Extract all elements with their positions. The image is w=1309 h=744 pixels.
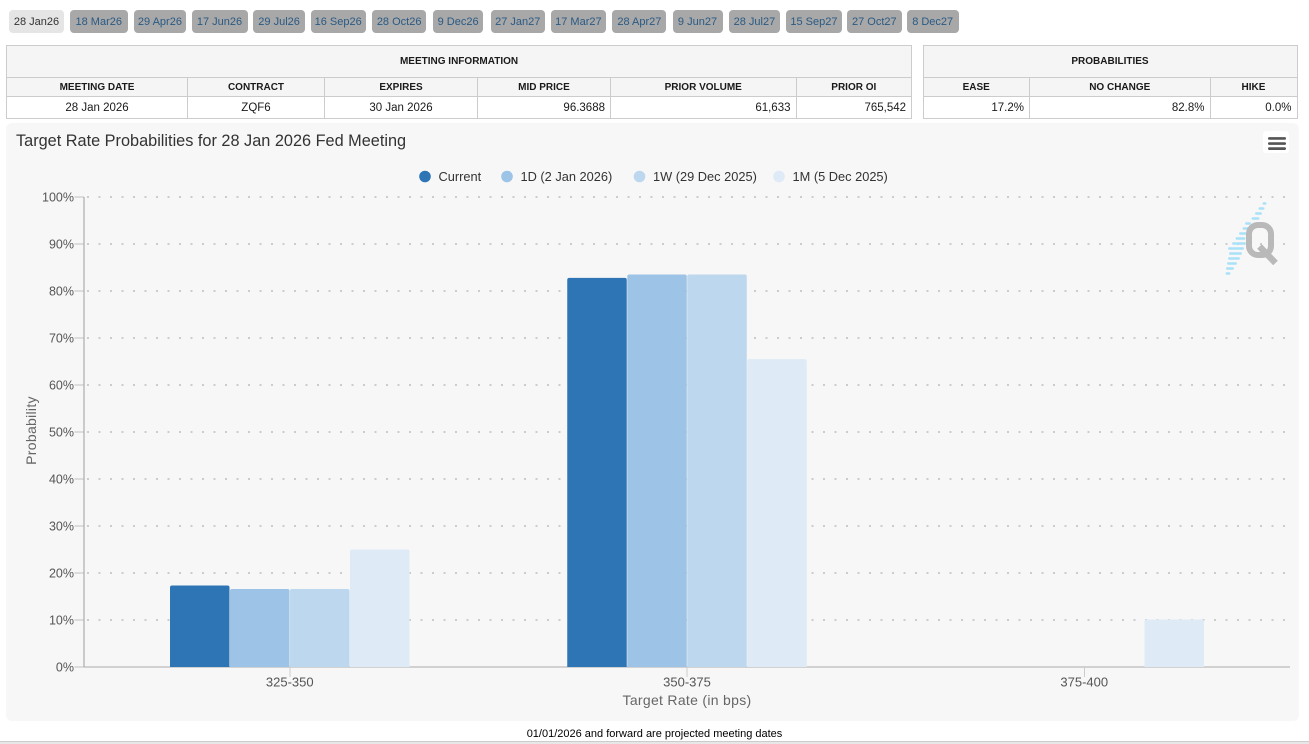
svg-text:80%: 80% [49,285,74,299]
svg-text:90%: 90% [49,238,74,252]
svg-text:Current: Current [439,169,482,184]
svg-text:60%: 60% [49,379,74,393]
svg-text:0%: 0% [56,661,74,675]
svg-text:375-400: 375-400 [1060,675,1108,690]
svg-text:1M (5 Dec 2025): 1M (5 Dec 2025) [793,169,888,184]
svg-text:Target Rate Probabilities for: Target Rate Probabilities for 28 Jan 202… [16,132,406,150]
svg-text:350-375: 350-375 [663,675,711,690]
svg-text:325-350: 325-350 [266,675,314,690]
svg-text:100%: 100% [42,191,74,205]
svg-text:50%: 50% [49,426,74,440]
svg-text:20%: 20% [49,567,74,581]
svg-text:40%: 40% [49,473,74,487]
svg-text:Probability: Probability [23,396,39,465]
svg-text:70%: 70% [49,332,74,346]
svg-text:10%: 10% [49,614,74,628]
svg-text:1W (29 Dec 2025): 1W (29 Dec 2025) [653,169,757,184]
svg-text:Target Rate (in bps): Target Rate (in bps) [623,692,752,708]
svg-text:1D (2 Jan 2026): 1D (2 Jan 2026) [521,169,613,184]
svg-text:30%: 30% [49,520,74,534]
